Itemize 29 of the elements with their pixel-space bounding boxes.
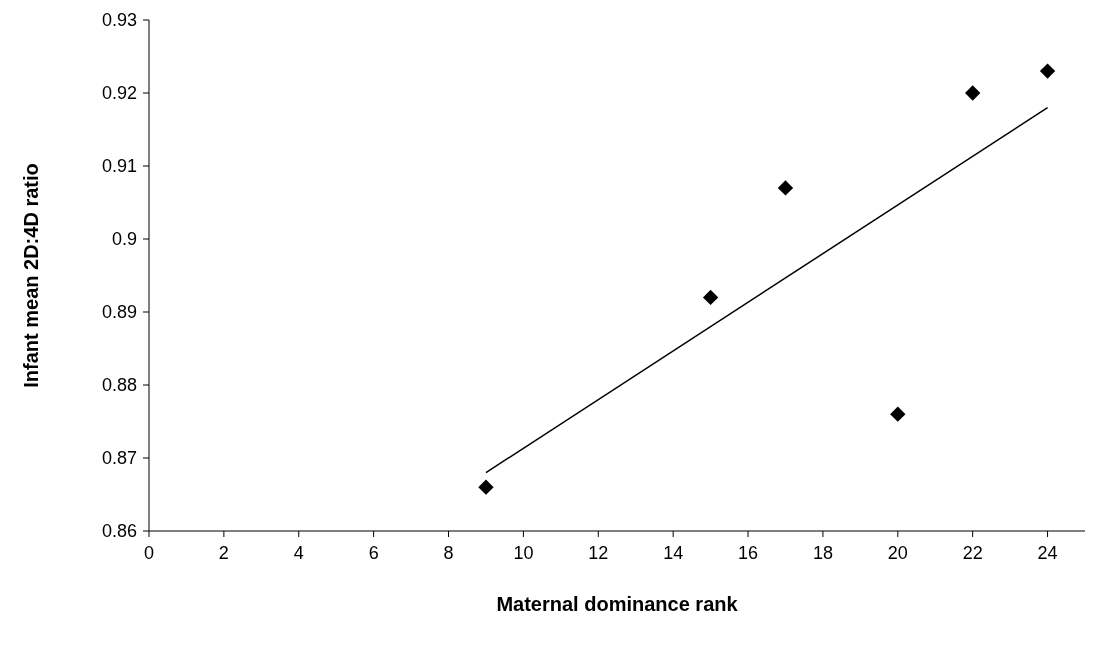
x-tick-label: 12 — [588, 543, 609, 563]
point — [965, 85, 981, 101]
y-tick-label: 0.91 — [101, 156, 137, 177]
point — [777, 180, 794, 196]
point — [1039, 63, 1056, 79]
x-tick-label: 22 — [962, 543, 983, 563]
x-tick-label: 10 — [513, 543, 534, 563]
y-tick-label: 0.86 — [101, 521, 137, 542]
x-tick-label: 4 — [293, 543, 304, 563]
y-tick-label: 0.87 — [101, 448, 137, 469]
y-tick-label: 0.88 — [101, 375, 137, 396]
x-tick-label: 6 — [368, 543, 379, 563]
x-tick-label: 20 — [887, 543, 908, 563]
y-tick-label: 0.92 — [101, 83, 137, 104]
point — [478, 479, 494, 495]
x-tick-label: 0 — [143, 543, 155, 563]
y-tick-label: 0.9 — [111, 229, 137, 250]
x-tick-label: 2 — [218, 543, 229, 563]
point — [702, 289, 719, 306]
y-tick-label: 0.89 — [101, 302, 137, 323]
x-tick-label: 18 — [812, 543, 833, 563]
x-tick-label: 14 — [663, 543, 684, 563]
y-tick-label: 0.93 — [101, 10, 137, 31]
x-tick-label: 8 — [443, 543, 454, 563]
x-axis-title: Maternal dominance rank — [496, 593, 739, 615]
x-tick-label: 16 — [738, 543, 759, 563]
y-axis-title: Infant mean 2D:4D ratio — [20, 163, 42, 388]
x-tick-label: 24 — [1037, 543, 1058, 563]
point — [890, 406, 906, 422]
